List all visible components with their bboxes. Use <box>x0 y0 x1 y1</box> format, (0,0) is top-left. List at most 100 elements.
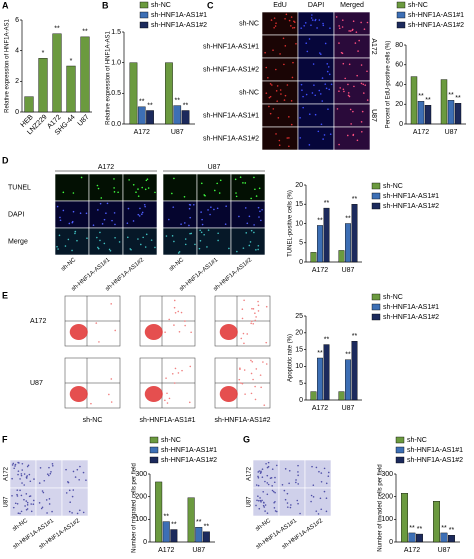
significance: ** <box>164 513 170 520</box>
cell-dot <box>86 237 88 240</box>
cell-dot <box>290 100 293 102</box>
cell-dot <box>16 503 19 505</box>
cell-dot <box>258 507 261 510</box>
cell-dot <box>260 501 262 503</box>
cell-dot <box>299 137 302 139</box>
cell-dot <box>297 483 300 485</box>
cell-dot <box>274 510 277 512</box>
cell-dot <box>251 307 253 310</box>
cell-dot <box>301 89 303 92</box>
cell-dot <box>184 243 187 246</box>
legend-swatch <box>139 11 149 19</box>
cell-dot <box>255 484 258 486</box>
significance: ** <box>147 102 153 109</box>
cell-dot <box>138 215 141 217</box>
cell-dot <box>146 178 149 180</box>
cell-dot <box>266 474 269 477</box>
cell-dot <box>276 85 279 87</box>
cell-dot <box>284 18 286 20</box>
cell-dot <box>59 216 61 219</box>
cell-dot <box>263 404 266 406</box>
cell-dot <box>356 139 359 142</box>
cell-dot <box>56 245 58 248</box>
cell-dot <box>17 473 19 476</box>
cell-dot <box>348 95 351 98</box>
legend-swatch <box>395 446 405 454</box>
significance: ** <box>324 336 330 343</box>
cell-dot <box>76 239 78 242</box>
panel-letter: E <box>2 290 8 300</box>
cell-dot <box>308 144 311 146</box>
cell-dot <box>325 510 328 513</box>
cell-dot <box>137 238 139 240</box>
cell-dot <box>96 236 98 239</box>
cell-dot <box>364 84 367 86</box>
legend-label: sh-HNF1A-AS1#2 <box>407 457 463 464</box>
cell-dot <box>154 191 156 194</box>
cell-dot <box>56 205 59 208</box>
cell-dot <box>290 25 292 27</box>
y-tick-label: 200 <box>135 494 147 501</box>
cell-dot <box>257 244 260 247</box>
cell-dot <box>139 207 141 210</box>
cell-dot <box>92 224 95 227</box>
cell-dot <box>269 95 272 98</box>
cell-dot <box>266 493 269 496</box>
x-tick-label: A172 <box>312 267 328 274</box>
cell-dot <box>320 480 323 483</box>
cell-dot <box>338 42 340 44</box>
cell-dot <box>264 504 267 506</box>
significance: ** <box>441 525 447 532</box>
cell-dot <box>23 498 25 501</box>
cell-dot <box>288 137 290 139</box>
cell-dot <box>78 478 80 481</box>
cell-dot <box>74 476 77 478</box>
cell-dot <box>327 108 329 110</box>
column-label: sh-NC <box>255 518 273 533</box>
cell-dot <box>361 110 364 113</box>
cell-dot <box>311 19 314 21</box>
cell-dot <box>321 100 324 102</box>
cell-dot <box>260 386 262 389</box>
cell-dot <box>257 477 260 479</box>
bar <box>165 62 173 125</box>
cell-dot <box>23 473 26 475</box>
image-cell <box>230 227 266 256</box>
cell-dot <box>314 113 317 116</box>
cell-dot <box>348 30 350 32</box>
cell-dot <box>65 492 68 494</box>
image-cell <box>88 227 124 256</box>
cell-dot <box>297 474 299 477</box>
cell-dot <box>32 499 35 502</box>
cell-dot <box>26 465 29 468</box>
flow-cloud <box>144 386 163 402</box>
cell-dot <box>190 232 193 235</box>
cell-dot <box>177 252 180 254</box>
cell-dot <box>254 188 256 191</box>
cell-dot <box>150 239 153 241</box>
cell-dot <box>14 463 17 466</box>
cell-dot <box>323 467 326 470</box>
cell-dot <box>29 480 32 483</box>
cell-dot <box>320 123 323 126</box>
cell-dot <box>362 83 365 86</box>
cell-dot <box>181 369 183 372</box>
cell-dot <box>254 385 256 388</box>
bar <box>323 344 330 401</box>
cell-dot <box>263 506 266 508</box>
cell-dot <box>311 14 313 16</box>
bar <box>433 501 440 543</box>
cell-dot <box>275 90 278 92</box>
cell-dot <box>242 332 245 335</box>
cell-dot <box>344 77 347 80</box>
cell-dot <box>21 482 23 484</box>
cell-dot <box>26 508 29 510</box>
column-label: sh-HNF1A-AS1#2 <box>214 417 270 424</box>
cell-dot <box>310 494 313 497</box>
legend-label: sh-HNF1A-AS1#2 <box>161 457 217 464</box>
bar <box>155 481 163 543</box>
cell-dot <box>17 470 20 472</box>
cell-dot <box>25 476 28 478</box>
cell-dot <box>278 139 281 142</box>
cell-dot <box>271 468 274 470</box>
